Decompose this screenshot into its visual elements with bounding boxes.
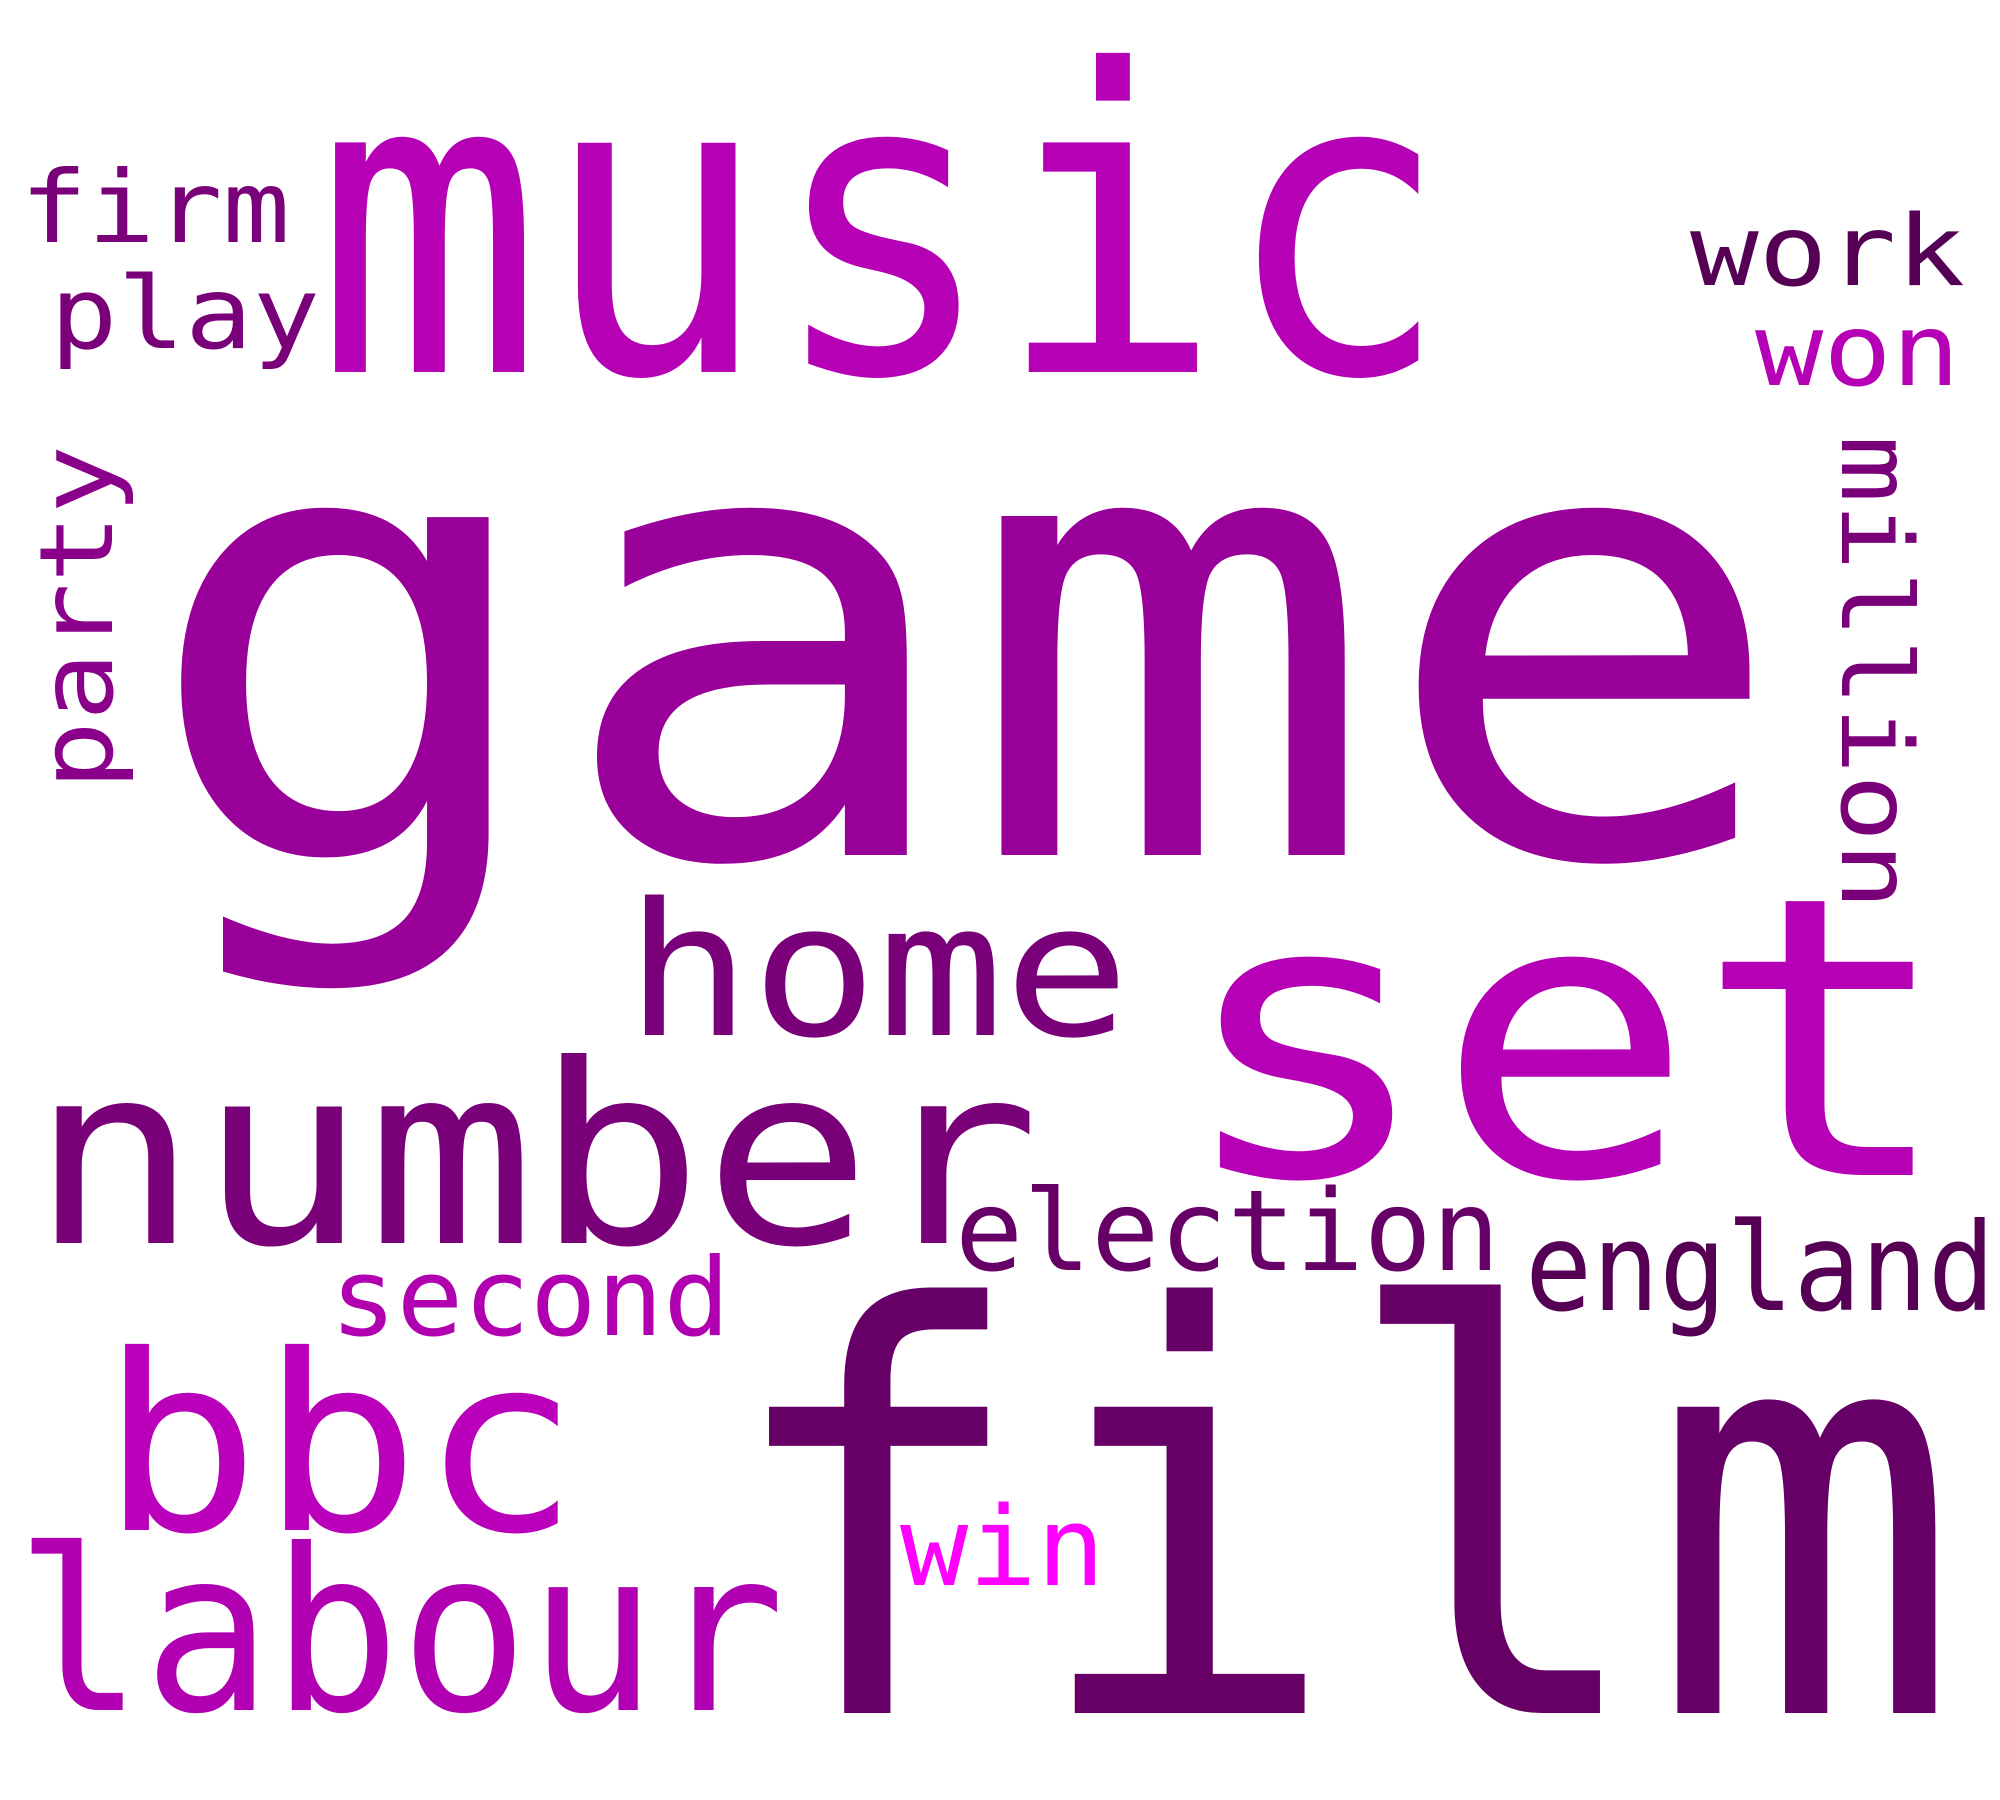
word-party: party: [18, 445, 137, 790]
word-second: second: [330, 1236, 730, 1361]
word-number: number: [30, 1011, 1040, 1302]
word-million: million: [1818, 435, 1932, 910]
word-set: set: [1175, 813, 1955, 1267]
word-bbc: bbc: [100, 1303, 580, 1588]
word-film: film: [720, 1194, 1960, 1800]
word-firm: firm: [20, 149, 290, 266]
word-labour: labour: [15, 1502, 785, 1764]
word-music: music: [315, 0, 1450, 472]
word-home: home: [625, 863, 1130, 1079]
word-england: england: [1525, 1197, 1995, 1339]
word-game: game: [140, 281, 1790, 1002]
word-election: election: [955, 1167, 1500, 1297]
word-win: win: [900, 1483, 1105, 1611]
word-play: play: [50, 255, 320, 372]
word-work: work: [1690, 195, 1965, 309]
word-won: won: [1755, 292, 1960, 409]
